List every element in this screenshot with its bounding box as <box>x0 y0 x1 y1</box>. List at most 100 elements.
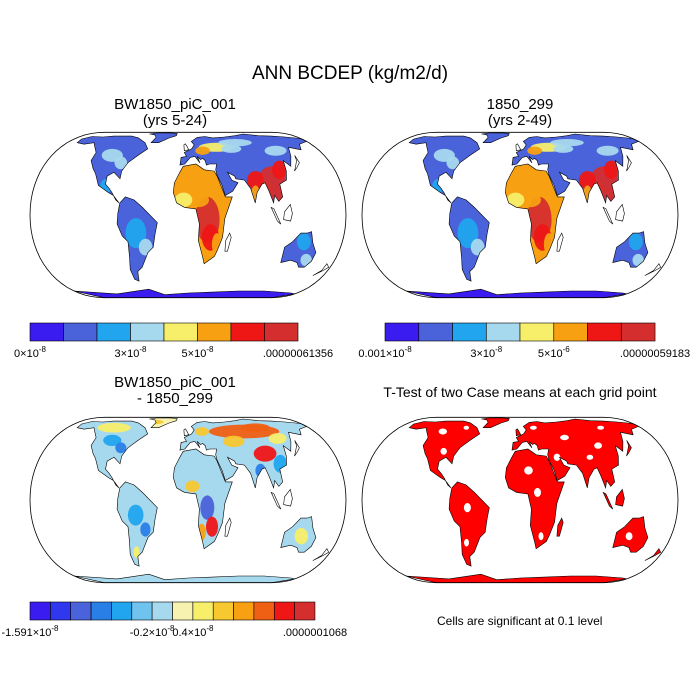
colorbar-3-swatch-7 <box>172 601 194 621</box>
map-1-cell-3 <box>174 192 193 208</box>
map-1-land-namerica <box>77 136 148 203</box>
colorbar-1-swatch-7 <box>264 322 299 342</box>
map-3-cell-10 <box>200 495 215 520</box>
map-2-cell-14 <box>596 145 619 156</box>
map-2-cell-3 <box>506 192 525 208</box>
colorbar-3-swatch-2 <box>70 601 92 621</box>
colorbar-1-swatch-5 <box>197 322 232 342</box>
map-4-significant-greenland <box>481 417 510 428</box>
colorbar-3-label-0: -1.591×10-8 <box>2 624 60 639</box>
map-3-land-namerica <box>77 421 148 488</box>
colorbar-1-swatch-0 <box>29 322 64 342</box>
map-3-coastline-samerica <box>116 481 158 567</box>
map-4-nonsignificant-0 <box>438 428 447 435</box>
significance-note: Cells are significant at 0.1 level <box>437 614 603 628</box>
map-3-coastline-borneo <box>283 488 293 507</box>
map-1-cell-22 <box>296 233 311 251</box>
colorbar-1-swatch-3 <box>130 322 165 342</box>
map-1-coastline-sumatra <box>270 206 282 225</box>
map-1-cell-2 <box>188 192 209 208</box>
map-4-nonsignificant-8 <box>464 538 469 547</box>
colorbar-1-label-2: 5×10-8 <box>182 345 214 360</box>
map-4-nonsignificant-6 <box>538 532 544 541</box>
map-4-nonsignificant-5 <box>534 487 541 497</box>
map-1-coastline-eurasia <box>179 133 308 205</box>
map-1-coastline-madagascar <box>224 232 232 252</box>
colorbar-2: 0.001×10-8 3×10-8 5×10-6 .00000059183 <box>358 322 690 360</box>
map-4-significant-africa <box>505 449 565 549</box>
map-2-cell-6 <box>604 160 619 179</box>
map-1-cell-18 <box>125 218 147 249</box>
map-3-cell-5 <box>195 427 209 436</box>
colorbar-1-swatch-6 <box>230 322 265 342</box>
panel-title-3: BW1850_piC_001 - 1850_299 <box>15 375 335 407</box>
map-2-coastline-australia <box>612 231 649 268</box>
map-4-significant-sumatra <box>603 492 613 510</box>
panel-title-2-line1: 1850_299 <box>486 96 554 113</box>
map-4-frame <box>361 416 679 584</box>
map-2-coastline-greenland <box>481 132 510 143</box>
map-4-nonsignificant-4 <box>594 442 602 449</box>
colorbar-2-swatch-6 <box>587 322 622 342</box>
panel-title-3-line1: BW1850_piC_001 <box>114 374 236 391</box>
panel-title-4: T-Test of two Case means at each grid po… <box>340 384 700 400</box>
panel-title-1-line2: (yrs 5-24) <box>142 112 208 129</box>
map-2-coastline-madagascar <box>556 232 564 252</box>
map-4-coastline-africa <box>504 448 565 550</box>
map-4-nonsignificant-12 <box>597 425 604 430</box>
colorbar-3-label-1: -0.2×10-8 <box>130 624 175 639</box>
map-4-coastline-greenland <box>481 417 510 428</box>
map-2-coastline-sumatra <box>602 206 614 225</box>
colorbar-1-swatch-1 <box>63 322 98 342</box>
colorbar-2-label-2: 5×10-6 <box>538 345 570 360</box>
map-1-coastline-britain <box>183 143 190 152</box>
map-2-field <box>406 132 648 298</box>
map-3-coastline-britain <box>183 428 190 437</box>
map-3-field <box>74 417 316 583</box>
map-3-cell-6 <box>97 422 131 433</box>
map-2-cell-22 <box>628 233 643 251</box>
colorbar-3-swatch-1 <box>50 601 72 621</box>
map-2-coastline-britain <box>515 143 522 152</box>
map-3-coastline-namerica <box>76 420 149 489</box>
colorbar-2-label-3: .00000059183 <box>620 348 690 360</box>
map-1-cell-6 <box>272 160 287 179</box>
page-title: ANN BCDEP (kg/m2/d) <box>251 63 449 84</box>
colorbar-3-label-3: .0000001068 <box>283 627 347 639</box>
map-1-cell-13 <box>195 146 210 155</box>
panel-title-4-line1: T-Test of two Case means at each grid po… <box>383 384 657 400</box>
map-4-nonsignificant-9 <box>625 532 633 541</box>
map-4-significant-madagascar <box>556 518 564 537</box>
map-1-cell-15 <box>218 139 252 147</box>
map-2-coastline-japan <box>626 155 632 172</box>
colorbar-3-label-2: 0.4×10-8 <box>172 624 214 639</box>
map-1-coastline-japan <box>294 155 300 172</box>
map-2-cell-18 <box>457 218 479 249</box>
colorbar-1-label-1: 3×10-8 <box>115 345 147 360</box>
map-3-cell-19 <box>133 546 140 558</box>
map-1-land-greenland <box>149 132 178 143</box>
map-4-coastline-sumatra <box>602 491 614 510</box>
map-3-cell-18 <box>294 528 308 545</box>
map-1-cell-7 <box>247 171 264 190</box>
map-3-coastline-newzealand <box>312 548 330 561</box>
map-2-cell-13 <box>527 146 542 155</box>
map-4-nonsignificant-1 <box>440 447 447 455</box>
panel-title-2: 1850_299 (yrs 2-49) <box>360 97 680 129</box>
map-1-coastline-samerica <box>116 196 158 282</box>
colorbar-3-swatch-13 <box>294 601 316 621</box>
map-3-coastline-japan <box>294 440 300 457</box>
map-2-land-namerica <box>409 136 480 203</box>
map-2-cell-2 <box>520 192 541 208</box>
map-2-frame <box>361 131 679 299</box>
map-4-coastline-britain <box>515 428 522 437</box>
colorbar-2-swatch-3 <box>485 322 521 342</box>
colorbar-3-swatch-4 <box>111 601 133 621</box>
map-3-cell-13 <box>185 480 200 493</box>
map-1-frame <box>29 131 347 299</box>
map-4-significant-britain <box>515 428 521 436</box>
map-4-nonsignificant-13 <box>463 425 469 430</box>
colorbar-3-swatch-5 <box>131 601 153 621</box>
map-4-coastline-japan <box>626 440 632 457</box>
